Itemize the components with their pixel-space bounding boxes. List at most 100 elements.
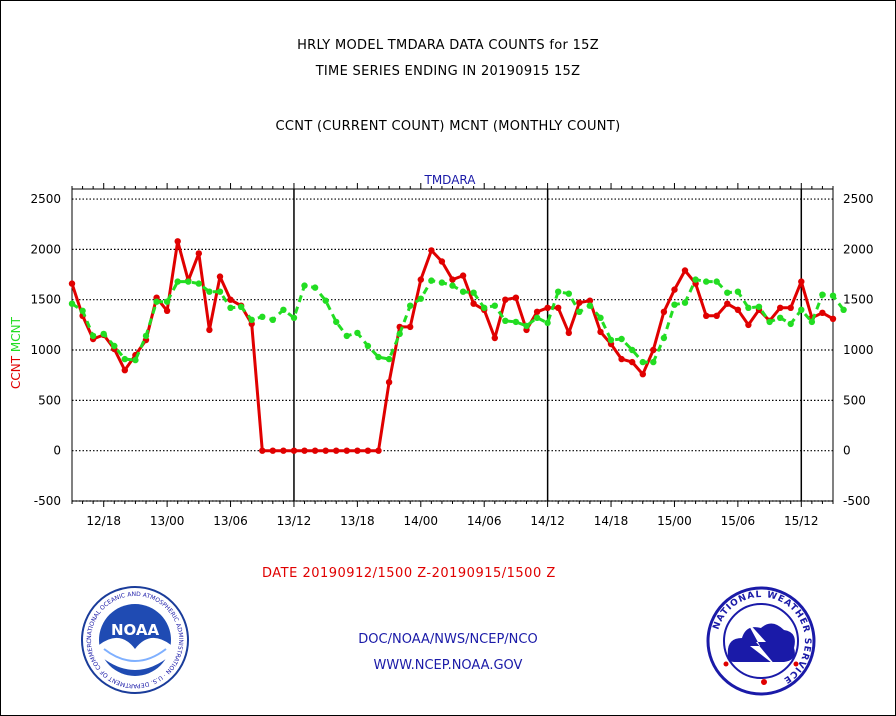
data-point-ccnt bbox=[734, 306, 742, 313]
data-point-mcnt bbox=[671, 301, 678, 308]
series-group bbox=[68, 238, 847, 454]
data-point-ccnt bbox=[216, 273, 224, 280]
data-point-mcnt bbox=[629, 346, 636, 354]
data-point-mcnt bbox=[185, 278, 192, 285]
data-point-mcnt bbox=[755, 303, 763, 310]
data-point-ccnt bbox=[576, 299, 583, 306]
data-point-ccnt bbox=[174, 238, 181, 245]
data-point-ccnt bbox=[227, 296, 234, 303]
data-point-mcnt bbox=[491, 302, 498, 309]
data-point-mcnt bbox=[607, 336, 615, 344]
data-point-mcnt bbox=[808, 318, 816, 326]
x-tick-label: 14/18 bbox=[594, 514, 629, 528]
data-point-mcnt bbox=[121, 355, 128, 363]
data-point-mcnt bbox=[174, 278, 181, 285]
data-point-mcnt bbox=[481, 304, 488, 311]
data-point-mcnt bbox=[100, 330, 107, 338]
y-axis-title: CCNT MCNT bbox=[9, 316, 23, 389]
x-tick-label: 14/12 bbox=[530, 514, 565, 528]
data-point-mcnt bbox=[79, 307, 86, 314]
data-point-ccnt bbox=[618, 355, 625, 363]
data-point-ccnt bbox=[163, 307, 171, 314]
y-tick-label: 1500 bbox=[30, 293, 61, 307]
data-point-ccnt bbox=[660, 308, 668, 315]
data-point-mcnt bbox=[787, 320, 794, 328]
data-point-mcnt bbox=[375, 353, 382, 361]
data-point-mcnt bbox=[533, 314, 541, 321]
data-point-ccnt bbox=[407, 323, 414, 331]
station-label: TMDARA bbox=[424, 173, 477, 187]
data-point-ccnt bbox=[290, 447, 298, 454]
data-point-ccnt bbox=[206, 326, 213, 334]
data-point-ccnt bbox=[311, 447, 319, 454]
y-tick-label: 0 bbox=[53, 444, 61, 458]
data-point-mcnt bbox=[354, 329, 361, 337]
data-point-mcnt bbox=[280, 306, 287, 313]
x-tick-label: 12/18 bbox=[86, 514, 121, 528]
data-point-mcnt bbox=[829, 292, 837, 299]
data-point-mcnt bbox=[428, 277, 435, 284]
data-point-mcnt bbox=[68, 300, 76, 307]
data-point-mcnt bbox=[237, 303, 245, 310]
line-chart: TMDARA -500 -500 0 0 500 500 1000 1000 1500 1500 2… bbox=[9, 173, 874, 528]
data-point-mcnt bbox=[681, 299, 689, 306]
data-point-mcnt bbox=[703, 278, 710, 285]
data-point-mcnt bbox=[396, 330, 403, 338]
x-tick-label: 14/06 bbox=[467, 514, 502, 528]
x-tick-label: 15/06 bbox=[721, 514, 756, 528]
data-point-mcnt bbox=[311, 284, 319, 291]
chart-title-line2: TIME SERIES ENDING IN 20190915 15Z bbox=[315, 64, 581, 79]
data-point-mcnt bbox=[692, 276, 699, 283]
data-point-ccnt bbox=[777, 304, 784, 311]
y-tick-label: 2000 bbox=[30, 242, 61, 256]
series-line-ccnt bbox=[70, 239, 834, 453]
data-point-mcnt bbox=[555, 288, 562, 295]
data-point-mcnt bbox=[565, 290, 572, 297]
data-point-ccnt bbox=[798, 278, 805, 285]
data-point-ccnt bbox=[544, 304, 551, 311]
y-tick-label: 1000 bbox=[30, 343, 61, 357]
data-point-mcnt bbox=[798, 306, 805, 313]
data-point-mcnt bbox=[724, 289, 731, 296]
data-point-ccnt bbox=[269, 447, 276, 454]
noaa-logo-text: NOAA bbox=[111, 621, 160, 639]
data-point-ccnt bbox=[354, 447, 361, 454]
data-point-ccnt bbox=[259, 447, 266, 454]
data-point-ccnt bbox=[829, 315, 837, 322]
data-point-ccnt bbox=[787, 304, 794, 311]
data-point-ccnt bbox=[713, 312, 720, 319]
data-point-ccnt bbox=[629, 358, 636, 366]
data-point-mcnt bbox=[195, 280, 202, 287]
chart-title-line1: HRLY MODEL TMDARA DATA COUNTS for 15Z bbox=[297, 38, 599, 53]
data-point-mcnt bbox=[269, 316, 276, 323]
plot-border bbox=[71, 188, 834, 502]
data-point-ccnt bbox=[533, 308, 541, 315]
data-point-mcnt bbox=[544, 319, 551, 327]
chart-title-line3: CCNT (CURRENT COUNT) MCNT (MONTHLY COUNT… bbox=[275, 119, 621, 134]
data-point-ccnt bbox=[301, 447, 308, 454]
website-link[interactable]: WWW.NCEP.NOAA.GOV bbox=[373, 658, 523, 673]
y-tick-label: 2500 bbox=[30, 192, 61, 206]
data-point-mcnt bbox=[259, 313, 266, 320]
y-tick-label-right: 0 bbox=[843, 444, 851, 458]
data-point-ccnt bbox=[639, 371, 646, 378]
data-point-mcnt bbox=[745, 304, 752, 311]
x-tick-label: 13/18 bbox=[340, 514, 375, 528]
data-point-ccnt bbox=[459, 272, 467, 279]
data-point-mcnt bbox=[438, 279, 446, 286]
data-point-ccnt bbox=[438, 258, 446, 265]
data-point-mcnt bbox=[597, 314, 604, 321]
data-point-ccnt bbox=[491, 334, 498, 342]
data-point-mcnt bbox=[766, 318, 773, 326]
data-point-mcnt bbox=[819, 291, 826, 298]
data-point-ccnt bbox=[671, 286, 678, 293]
data-point-ccnt bbox=[195, 250, 202, 257]
data-point-mcnt bbox=[734, 288, 742, 295]
data-point-ccnt bbox=[449, 276, 456, 283]
data-point-mcnt bbox=[385, 355, 393, 363]
data-point-ccnt bbox=[555, 304, 562, 311]
data-point-ccnt bbox=[745, 321, 752, 329]
data-point-ccnt bbox=[586, 297, 594, 304]
series-line-mcnt bbox=[71, 278, 845, 364]
x-tick-label: 13/06 bbox=[213, 514, 248, 528]
